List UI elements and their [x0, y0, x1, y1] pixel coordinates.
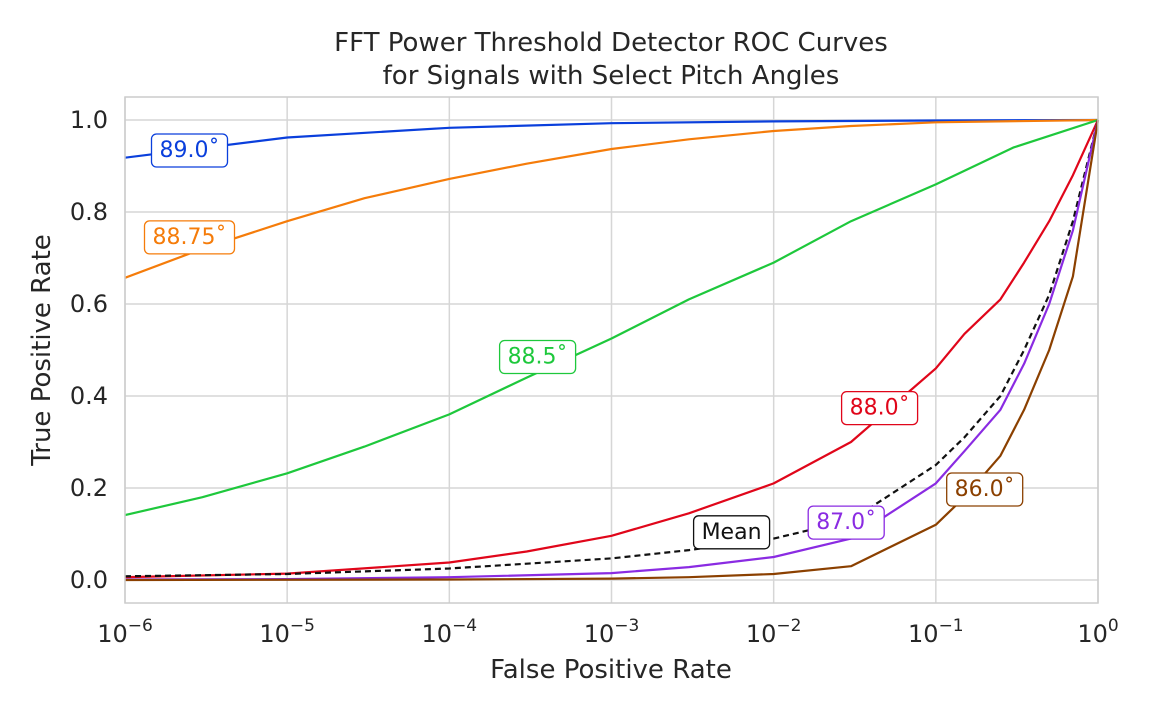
x-tick-exponent: −1 — [939, 616, 964, 636]
x-tick-base: 10 — [97, 620, 128, 648]
series-label-6: 86.0˚ — [946, 472, 1024, 507]
series-line-5 — [124, 119, 1100, 581]
series-label-4: Mean — [692, 515, 771, 550]
x-tick-label: 10−1 — [908, 616, 964, 648]
x-tick-label: 10−2 — [746, 616, 802, 648]
y-tick-label: 0.6 — [70, 290, 108, 318]
y-tick-label: 0.4 — [70, 382, 108, 410]
series-label-box — [692, 515, 771, 550]
series-label-box — [150, 133, 229, 168]
chart-title-line-2: for Signals with Select Pitch Angles — [383, 61, 840, 91]
x-tick-base: 10 — [908, 620, 939, 648]
series-group — [124, 118, 1100, 582]
y-tick-label: 1.0 — [70, 106, 108, 134]
x-tick-label: 100 — [1077, 616, 1118, 648]
series-label-text: 88.75˚ — [153, 225, 227, 250]
series-line-3 — [124, 119, 1100, 579]
series-line-2 — [124, 118, 1099, 517]
x-tick-base: 10 — [259, 620, 290, 648]
x-tick-base: 10 — [1077, 620, 1108, 648]
curve-labels: 89.0˚ 88.75˚ 88.5˚ 88.0˚ Mean 87.0˚ 86.0˚ — [143, 133, 1024, 550]
x-tick-exponent: −5 — [290, 616, 315, 636]
series-label-5: 87.0˚ — [807, 505, 885, 540]
series-label-text: 88.5˚ — [508, 345, 568, 370]
series-label-text: 89.0˚ — [160, 138, 220, 163]
y-axis-title: True Positive Rate — [27, 234, 57, 467]
y-tick-label: 0.2 — [70, 474, 108, 502]
x-tick-exponent: −2 — [776, 616, 801, 636]
x-tick-base: 10 — [584, 620, 615, 648]
series-label-box — [840, 390, 919, 426]
x-tick-exponent: −6 — [128, 616, 153, 636]
series-label-text: 87.0˚ — [816, 510, 876, 535]
x-ticks: 10−6 10−5 10−4 10−3 10−2 10−1 100 — [97, 616, 1118, 648]
series-line-1 — [124, 118, 1099, 279]
x-axis-title: False Positive Rate — [490, 655, 732, 685]
x-tick-exponent: −3 — [614, 616, 639, 636]
series-line-6 — [124, 119, 1100, 582]
plot-frame — [124, 96, 1099, 604]
series-label-text: Mean — [702, 520, 762, 545]
y-ticks: 0.0 0.2 0.4 0.6 0.8 1.0 — [70, 106, 108, 594]
x-tick-label: 10−3 — [584, 616, 640, 648]
series-label-box — [807, 505, 885, 540]
series-label-box — [498, 339, 577, 375]
x-tick-base: 10 — [746, 620, 777, 648]
x-tick-exponent: −4 — [452, 616, 477, 636]
y-tick-label: 0.8 — [70, 198, 108, 226]
series-label-box — [946, 472, 1024, 507]
series-label-box — [143, 220, 236, 255]
series-label-0: 89.0˚ — [150, 133, 229, 168]
x-tick-label: 10−5 — [259, 616, 315, 648]
series-label-text: 88.0˚ — [850, 396, 910, 421]
x-tick-exponent: 0 — [1108, 616, 1119, 636]
x-tick-label: 10−4 — [422, 616, 478, 648]
series-label-text: 86.0˚ — [955, 477, 1015, 502]
series-label-2: 88.5˚ — [498, 339, 577, 375]
x-tick-base: 10 — [422, 620, 453, 648]
series-line-4 — [124, 119, 1100, 578]
series-label-3: 88.0˚ — [840, 390, 919, 426]
y-tick-label: 0.0 — [70, 566, 108, 594]
x-tick-label: 10−6 — [97, 616, 153, 648]
series-line-0 — [124, 118, 1099, 159]
series-label-1: 88.75˚ — [143, 220, 236, 255]
chart-title-line-1: FFT Power Threshold Detector ROC Curves — [334, 28, 888, 58]
